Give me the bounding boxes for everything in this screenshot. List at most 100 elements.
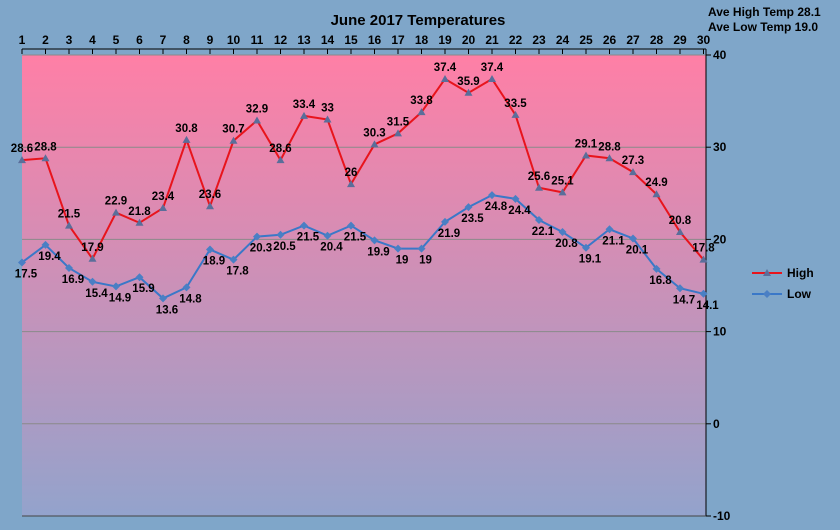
high-data-label: 21.5	[58, 209, 81, 221]
high-point	[41, 154, 50, 162]
high-data-label: 26	[345, 167, 358, 179]
low-data-label: 17.8	[226, 266, 249, 278]
high-data-label: 30.8	[175, 123, 198, 135]
high-point	[65, 221, 73, 229]
x-tick-label: 5	[113, 33, 120, 47]
low-point	[135, 273, 144, 282]
high-data-label: 17.8	[692, 243, 715, 255]
high-data-label: 37.4	[481, 62, 504, 74]
low-data-label: 16.8	[649, 275, 672, 287]
low-data-label: 20.8	[555, 238, 578, 250]
low-point	[41, 240, 50, 249]
x-tick-label: 13	[297, 33, 311, 47]
low-point	[582, 243, 590, 252]
high-point	[276, 156, 285, 164]
low-data-label: 21.9	[438, 228, 460, 240]
x-tick-label: 4	[89, 33, 96, 47]
high-point	[229, 136, 238, 144]
x-tick-label: 23	[532, 33, 546, 47]
low-data-label: 22.1	[532, 226, 555, 238]
high-point	[441, 74, 449, 82]
high-point	[535, 183, 543, 191]
ave-high-annotation: Ave High Temp 28.1	[708, 5, 821, 19]
low-data-label: 21.5	[344, 232, 367, 244]
series-layer	[18, 74, 708, 303]
low-data-label: 14.9	[109, 292, 131, 304]
high-data-label: 29.1	[575, 138, 598, 150]
high-data-label: 37.4	[434, 62, 457, 74]
low-point	[652, 264, 661, 273]
x-tick-label: 6	[136, 33, 143, 47]
high-point	[159, 204, 167, 212]
high-point	[88, 254, 97, 262]
x-tick-label: 16	[368, 33, 382, 47]
x-tick-label: 20	[462, 33, 476, 47]
high-data-label: 23.4	[152, 191, 175, 203]
low-point	[253, 232, 261, 241]
low-point	[112, 282, 120, 291]
high-point	[652, 190, 661, 198]
high-data-label: 17.9	[81, 242, 103, 254]
low-point	[65, 263, 73, 272]
low-data-label: 14.7	[673, 294, 695, 306]
x-tick-label: 22	[509, 33, 523, 47]
low-data-label: 15.9	[132, 283, 154, 295]
high-data-label: 33.8	[410, 95, 433, 107]
x-tick-label: 17	[391, 33, 405, 47]
low-data-label: 19.9	[367, 246, 389, 258]
x-tick-label: 27	[626, 33, 640, 47]
high-data-label: 22.9	[105, 196, 127, 208]
high-point	[464, 88, 473, 96]
x-tick-label: 10	[227, 33, 241, 47]
low-point	[206, 245, 214, 254]
high-point	[135, 218, 144, 226]
plot-area	[22, 55, 706, 516]
x-tick-label: 19	[438, 33, 452, 47]
high-data-label: 25.6	[528, 171, 550, 183]
x-tick-label: 3	[66, 33, 73, 47]
low-point	[676, 284, 684, 293]
high-data-label: 32.9	[246, 103, 268, 115]
low-point	[276, 230, 285, 239]
low-data-label: 16.9	[62, 274, 84, 286]
low-point	[88, 277, 97, 286]
low-point	[699, 289, 708, 298]
high-point	[558, 188, 567, 196]
low-point	[464, 203, 473, 212]
low-data-label: 17.5	[15, 268, 38, 280]
high-data-label: 33.5	[504, 98, 527, 110]
x-tick-label: 8	[183, 33, 190, 47]
x-tick-label: 14	[321, 33, 335, 47]
low-point	[159, 294, 167, 303]
data-labels: 28.6 28.821.517.922.921.823.430.823.630.7…	[11, 62, 719, 316]
x-tick-label: 15	[344, 33, 358, 47]
high-data-label: 33	[321, 103, 334, 115]
x-tick-label: 30	[697, 33, 711, 47]
low-data-label: 14.8	[179, 293, 202, 305]
high-data-label: 27.3	[622, 155, 644, 167]
high-point	[206, 202, 214, 210]
low-data-label: 19	[396, 255, 409, 267]
low-point	[441, 217, 449, 226]
high-point	[347, 180, 355, 188]
low-point	[605, 225, 614, 234]
high-data-label: 28.6	[269, 143, 291, 155]
legend: High Low	[752, 266, 814, 301]
high-data-label: 24.9	[645, 177, 667, 189]
x-tick-label: 11	[251, 33, 264, 47]
high-point	[511, 110, 520, 118]
high-point	[394, 129, 402, 137]
x-tick-label: 2	[42, 33, 49, 47]
x-tick-label: 1	[19, 33, 26, 47]
low-data-label: 19.4	[38, 251, 61, 263]
low-data-label: 19	[419, 255, 432, 267]
high-point	[417, 108, 426, 116]
low-data-label: 21.1	[602, 235, 625, 247]
high-data-label: 33.4	[293, 99, 316, 111]
high-point	[629, 168, 637, 176]
low-data-label: 14.1	[696, 300, 719, 312]
x-tick-label: 21	[485, 33, 499, 47]
high-point	[300, 111, 308, 119]
low-data-label: 24.4	[508, 205, 531, 217]
low-data-label: 21.5	[297, 232, 320, 244]
